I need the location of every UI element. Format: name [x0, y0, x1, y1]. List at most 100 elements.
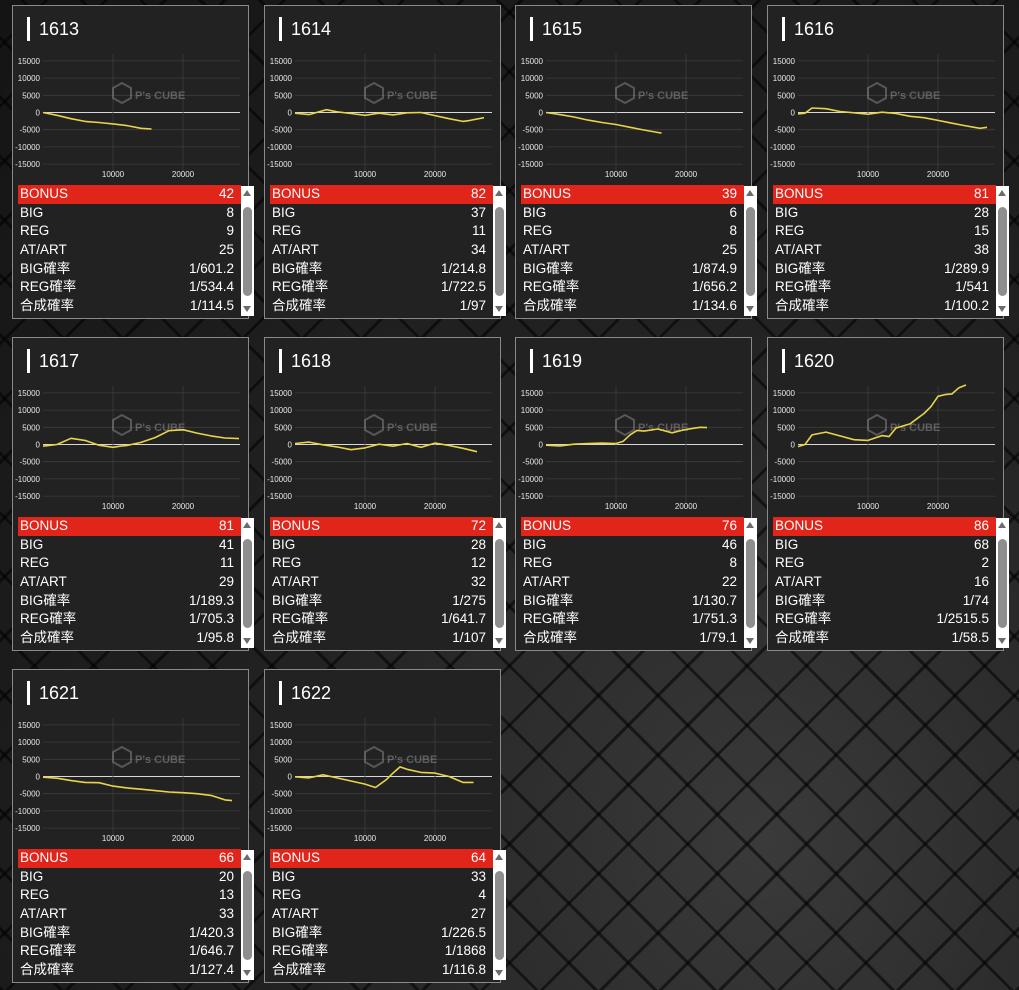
- scrollbar-thumb[interactable]: [243, 871, 252, 960]
- triangle-up-icon[interactable]: [746, 522, 754, 528]
- stat-label: BIG: [20, 868, 44, 884]
- stat-value: 86: [973, 518, 989, 533]
- stat-label: REG: [523, 555, 553, 571]
- y-tick-label: -10000: [15, 475, 40, 484]
- bonus-row: BONUS 86: [773, 517, 996, 536]
- stat-row: BIG 46: [521, 536, 744, 555]
- stat-label: BONUS: [20, 518, 69, 533]
- stat-row: REG 15: [773, 222, 996, 241]
- machine-card[interactable]: 1620 15000 10000 5000 0 -5000 -10000 -15000 1000…: [767, 337, 1009, 651]
- stat-row: BIG確率 1/601.2: [18, 260, 241, 279]
- triangle-down-icon[interactable]: [243, 638, 251, 644]
- cube-logo-icon: P's CUBE: [364, 745, 437, 769]
- machine-card[interactable]: 1613 15000 10000 5000 0 -5000 -10000 -15000 1000…: [12, 5, 254, 319]
- scrollbar-thumb[interactable]: [243, 539, 252, 628]
- y-tick-label: -15000: [770, 160, 795, 169]
- triangle-down-icon[interactable]: [998, 306, 1006, 312]
- stats-scrollbar[interactable]: [493, 850, 506, 980]
- payout-line: [42, 111, 152, 130]
- stat-value: 1/130.7: [691, 592, 737, 608]
- scrollbar-thumb[interactable]: [998, 207, 1007, 296]
- stats-scrollbar[interactable]: [493, 186, 506, 316]
- x-tick-label: 10000: [857, 502, 880, 511]
- stats-scrollbar[interactable]: [493, 518, 506, 648]
- triangle-up-icon[interactable]: [495, 854, 503, 860]
- machine-card[interactable]: 1618 15000 10000 5000 0 -5000 -10000 -15000 1000…: [264, 337, 506, 651]
- stats-scrollbar[interactable]: [241, 186, 254, 316]
- payout-line: [294, 441, 478, 453]
- triangle-down-icon[interactable]: [243, 970, 251, 976]
- triangle-down-icon[interactable]: [495, 306, 503, 312]
- machine-card[interactable]: 1617 15000 10000 5000 0 -5000 -10000 -15000 1000…: [12, 337, 254, 651]
- x-tick-label: 10000: [857, 170, 880, 179]
- triangle-up-icon[interactable]: [243, 522, 251, 528]
- triangle-up-icon[interactable]: [495, 190, 503, 196]
- y-tick-label: 15000: [270, 721, 293, 730]
- machine-card[interactable]: 1615 15000 10000 5000 0 -5000 -10000 -15000 1000…: [515, 5, 757, 319]
- stats-scrollbar[interactable]: [744, 518, 757, 648]
- stat-label: AT/ART: [523, 574, 570, 590]
- watermark-text: P's CUBE: [135, 422, 185, 434]
- machine-card[interactable]: 1619 15000 10000 5000 0 -5000 -10000 -15000 1000…: [515, 337, 757, 651]
- stat-value: 1/705.3: [188, 611, 234, 627]
- triangle-up-icon[interactable]: [998, 522, 1006, 528]
- stat-row: 合成確率 1/107: [270, 629, 493, 648]
- machine-card[interactable]: 1614 15000 10000 5000 0 -5000 -10000 -15000 1000…: [264, 5, 506, 319]
- scrollbar-thumb[interactable]: [495, 207, 504, 296]
- stat-label: 合成確率: [20, 298, 74, 314]
- payout-chart: 15000 10000 5000 0 -5000 -10000 -15000 10000 200…: [267, 386, 492, 511]
- stat-row: BIG確率 1/74: [773, 592, 996, 611]
- triangle-up-icon[interactable]: [495, 522, 503, 528]
- stat-row: BIG確率 1/226.5: [270, 924, 493, 943]
- stat-row: AT/ART 27: [270, 905, 493, 924]
- stat-row: REG 12: [270, 554, 493, 573]
- scrollbar-thumb[interactable]: [746, 539, 755, 628]
- stat-row: BIG 33: [270, 868, 493, 887]
- watermark-text: P's CUBE: [387, 422, 437, 434]
- y-tick-label: 10000: [18, 74, 41, 83]
- stats-scrollbar[interactable]: [996, 518, 1009, 648]
- machine-card[interactable]: 1622 15000 10000 5000 0 -5000 -10000 -15000 1000…: [264, 669, 506, 983]
- stat-value: 1/79.1: [699, 630, 737, 646]
- y-tick-label: -10000: [15, 143, 40, 152]
- x-tick-label: 10000: [354, 502, 377, 511]
- y-tick-label: 5000: [274, 91, 292, 100]
- stats-scrollbar[interactable]: [996, 186, 1009, 316]
- stat-value: 1/95.8: [196, 630, 234, 646]
- machine-card[interactable]: 1616 15000 10000 5000 0 -5000 -10000 -15000 1000…: [767, 5, 1009, 319]
- stats-scrollbar[interactable]: [241, 518, 254, 648]
- scrollbar-thumb[interactable]: [495, 871, 504, 960]
- scrollbar-thumb[interactable]: [243, 207, 252, 296]
- triangle-down-icon[interactable]: [746, 638, 754, 644]
- stat-row: BIG 28: [270, 536, 493, 555]
- stat-label: AT/ART: [272, 242, 319, 258]
- stats-scrollbar[interactable]: [744, 186, 757, 316]
- machine-card[interactable]: 1621 15000 10000 5000 0 -5000 -10000 -15000 1000…: [12, 669, 254, 983]
- stat-value: 1/641.7: [440, 611, 486, 627]
- triangle-up-icon[interactable]: [998, 190, 1006, 196]
- stat-label: BIG確率: [272, 592, 323, 608]
- stat-label: BIG: [523, 536, 547, 552]
- triangle-up-icon[interactable]: [243, 190, 251, 196]
- stat-value: 1/534.4: [188, 279, 234, 295]
- triangle-down-icon[interactable]: [495, 638, 503, 644]
- x-tick-label: 20000: [172, 502, 195, 511]
- scrollbar-thumb[interactable]: [495, 539, 504, 628]
- triangle-up-icon[interactable]: [243, 854, 251, 860]
- scrollbar-thumb[interactable]: [746, 207, 755, 296]
- watermark-text: P's CUBE: [135, 90, 185, 102]
- stat-value: 12: [470, 555, 486, 571]
- stat-row: 合成確率 1/134.6: [521, 297, 744, 316]
- y-tick-label: 15000: [773, 389, 796, 398]
- stat-row: REG確率 1/1868: [270, 942, 493, 961]
- triangle-down-icon[interactable]: [746, 306, 754, 312]
- machine-number: 1614: [279, 17, 331, 41]
- triangle-down-icon[interactable]: [495, 970, 503, 976]
- stats-scrollbar[interactable]: [241, 850, 254, 980]
- stat-label: BONUS: [20, 186, 69, 201]
- triangle-up-icon[interactable]: [746, 190, 754, 196]
- y-tick-label: -10000: [518, 143, 543, 152]
- scrollbar-thumb[interactable]: [998, 539, 1007, 628]
- triangle-down-icon[interactable]: [998, 638, 1006, 644]
- triangle-down-icon[interactable]: [243, 306, 251, 312]
